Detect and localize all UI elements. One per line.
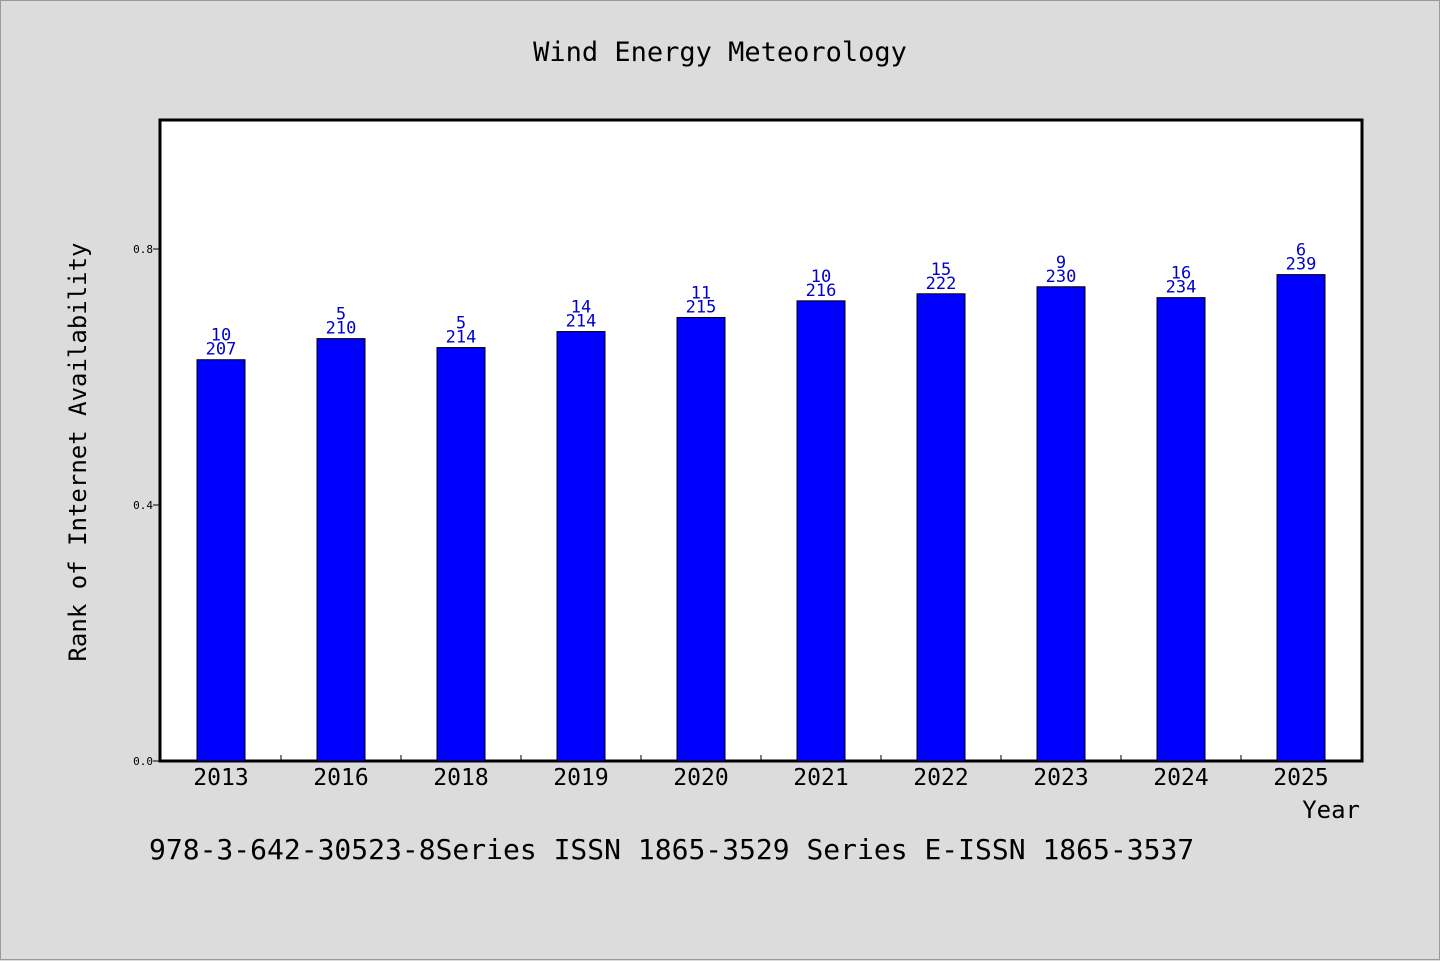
bar — [796, 300, 846, 762]
bar-label-lower: 215 — [686, 297, 717, 317]
bar-label-lower: 230 — [1046, 267, 1077, 287]
bar-label-upper: 6 — [1296, 241, 1306, 261]
bar-label-lower: 222 — [926, 274, 957, 294]
x-tick-label: 2021 — [793, 765, 848, 791]
x-tick-label: 2020 — [673, 765, 728, 791]
bar-label-lower: 234 — [1166, 278, 1197, 298]
bar-series — [196, 274, 1326, 762]
bar-label-upper: 5 — [336, 305, 346, 325]
footer-series-issn: 978-3-642-30523-8Series ISSN 1865-3529 S… — [149, 833, 1195, 866]
bar — [316, 338, 366, 762]
bar — [196, 359, 246, 762]
bar — [556, 331, 606, 762]
chart-title: Wind Energy Meteorology — [533, 37, 907, 68]
bar-label-upper: 9 — [1056, 253, 1066, 273]
bar-label-upper: 11 — [691, 283, 711, 303]
x-tick-label: 2023 — [1033, 765, 1088, 791]
y-tick-label: 0.4 — [133, 499, 153, 512]
bar-label-lower: 216 — [806, 281, 837, 301]
x-axis-label: Year — [1302, 796, 1360, 824]
bar-label-lower: 214 — [446, 328, 477, 348]
y-axis: 0.0 0.4 0.8 — [133, 243, 161, 768]
y-tick-label: 0.8 — [133, 243, 153, 256]
x-tick-label: 2025 — [1273, 765, 1328, 791]
bar-label-upper: 15 — [931, 260, 951, 280]
bar — [916, 293, 966, 762]
bar-label-lower: 239 — [1286, 255, 1317, 275]
bar-label-upper: 14 — [571, 298, 591, 318]
x-tick-label: 2024 — [1153, 765, 1208, 791]
x-tick-label: 2013 — [193, 765, 248, 791]
bar-label-upper: 5 — [456, 314, 466, 334]
bar — [1156, 297, 1206, 762]
bar — [1036, 286, 1086, 762]
x-tick-label: 2018 — [433, 765, 488, 791]
y-tick-label: 0.0 — [133, 755, 153, 768]
bar — [676, 316, 726, 762]
bar-label-upper: 16 — [1171, 264, 1191, 284]
bar-label-lower: 214 — [566, 312, 597, 332]
x-axis: 2013 2016 2018 2019 2020 2021 2022 2023 2024 2025 — [193, 755, 1329, 791]
bar-label-lower: 210 — [326, 319, 357, 339]
bar-label-upper: 10 — [211, 326, 231, 346]
x-tick-label: 2022 — [913, 765, 968, 791]
bar-label-upper: 10 — [811, 267, 831, 287]
x-tick-label: 2016 — [313, 765, 368, 791]
bar — [436, 347, 486, 762]
y-axis-label: Rank of Internet Availability — [64, 242, 92, 661]
x-tick-label: 2019 — [553, 765, 608, 791]
bar — [1276, 274, 1326, 762]
bar-label-lower: 207 — [206, 340, 237, 360]
